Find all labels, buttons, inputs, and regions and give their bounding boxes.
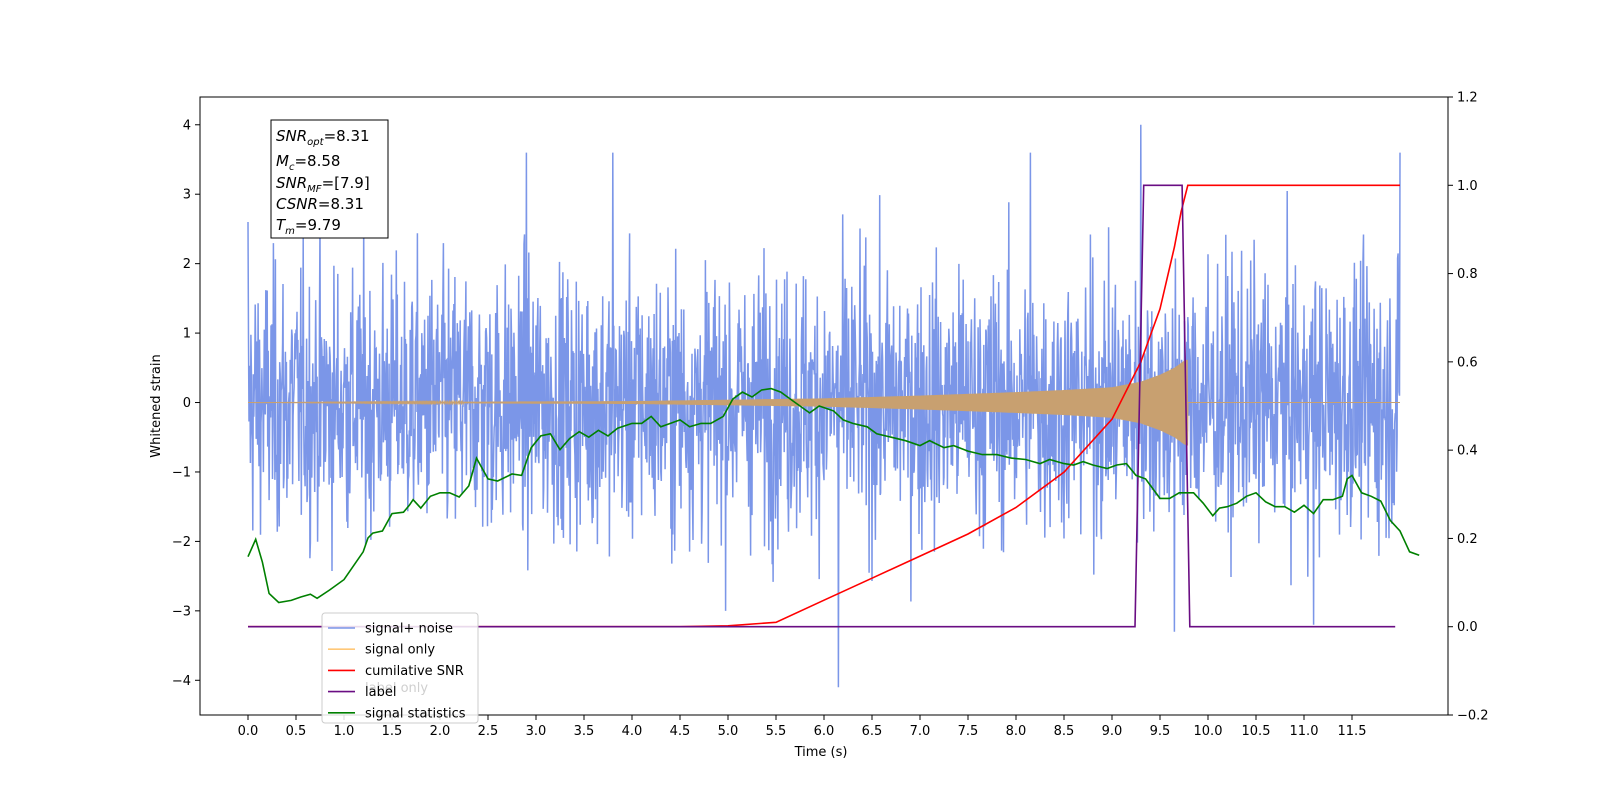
x-tick-label: 5.0 <box>718 724 739 739</box>
y-tick-label: 0 <box>183 396 191 411</box>
stats-annotation-box: SNRopt=8.31 Mc=8.58 SNRMF=[7.9] CSNR=8.3… <box>270 119 389 239</box>
y-tick-label: −1 <box>172 465 191 480</box>
series-signal-noise <box>247 124 1401 688</box>
legend: label only signal+ noise signal only cumil… <box>321 612 479 724</box>
annotation-frame <box>270 119 389 239</box>
y-tick-label: 1 <box>183 327 191 342</box>
y-axis-right: −0.2 0.0 0.2 0.4 0.6 0.8 1.0 1.2 <box>1448 91 1489 724</box>
y2-tick-label: 0.4 <box>1457 444 1478 459</box>
y-axis-label: Whitened strain <box>149 354 164 457</box>
x-tick-label: 0.0 <box>238 724 259 739</box>
series-label <box>248 184 1396 628</box>
x-tick-label: 10.0 <box>1194 724 1223 739</box>
legend-frame <box>321 612 479 724</box>
y-tick-label: 3 <box>183 188 191 203</box>
x-tick-label: 4.0 <box>622 724 643 739</box>
x-tick-label: 8.5 <box>1054 724 1075 739</box>
x-tick-label: 8.0 <box>1006 724 1027 739</box>
y-tick-label: −2 <box>172 535 191 550</box>
legend-label: signal statistics <box>365 706 466 721</box>
x-tick-label: 7.5 <box>958 724 979 739</box>
series-signal-statistics <box>247 387 1420 604</box>
legend-hidden-text: label only <box>365 681 428 696</box>
y-tick-label: 4 <box>183 118 191 133</box>
legend-label: signal only <box>365 643 435 658</box>
y-tick-label: −4 <box>172 674 191 689</box>
x-tick-label: 0.5 <box>286 724 307 739</box>
x-tick-label: 4.5 <box>670 724 691 739</box>
annotation-snr-opt: SNRopt=8.31 <box>276 127 370 148</box>
x-tick-label: 1.0 <box>334 724 355 739</box>
series-cumilative-snr <box>248 184 1400 628</box>
y2-tick-label: −0.2 <box>1457 709 1489 724</box>
y2-tick-label: 0.0 <box>1457 620 1478 635</box>
x-tick-label: 3.5 <box>574 724 595 739</box>
x-tick-label: 9.0 <box>1102 724 1123 739</box>
y2-tick-label: 0.8 <box>1457 267 1478 282</box>
legend-label: cumilative SNR <box>365 664 464 679</box>
x-tick-label: 3.0 <box>526 724 547 739</box>
x-tick-label: 5.5 <box>766 724 787 739</box>
x-tick-label: 7.0 <box>910 724 931 739</box>
x-tick-label: 6.5 <box>862 724 883 739</box>
y2-tick-label: 1.2 <box>1457 91 1478 106</box>
x-tick-label: 11.0 <box>1290 724 1319 739</box>
legend-label: signal+ noise <box>365 622 453 637</box>
annotation-snr-mf: SNRMF=[7.9] <box>276 174 370 195</box>
y2-tick-label: 0.6 <box>1457 355 1478 370</box>
x-tick-label: 10.5 <box>1242 724 1271 739</box>
y2-tick-label: 0.2 <box>1457 532 1478 547</box>
y-axis-left: −4 −3 −2 −1 0 1 2 3 4 <box>172 118 200 689</box>
legend-label: label <box>365 685 396 700</box>
x-tick-label: 6.0 <box>814 724 835 739</box>
x-axis-label: Time (s) <box>794 745 848 760</box>
annotation-tm: Tm=9.79 <box>276 216 341 237</box>
series-signal-only <box>248 359 1400 446</box>
x-tick-label: 9.5 <box>1150 724 1171 739</box>
x-axis: 0.0 0.5 1.0 1.5 2.0 2.5 3.0 3.5 4.0 4.5 5.0 5.5 6.0 6… <box>238 715 1367 739</box>
y2-tick-label: 1.0 <box>1457 179 1478 194</box>
x-tick-label: 1.5 <box>382 724 403 739</box>
y-tick-label: 2 <box>183 257 191 272</box>
annotation-csnr: CSNR=8.31 <box>276 195 364 213</box>
annotation-mc: Mc=8.58 <box>276 152 340 173</box>
x-tick-label: 2.0 <box>430 724 451 739</box>
y-tick-label: −3 <box>172 604 191 619</box>
x-tick-label: 11.5 <box>1338 724 1367 739</box>
x-tick-label: 2.5 <box>478 724 499 739</box>
